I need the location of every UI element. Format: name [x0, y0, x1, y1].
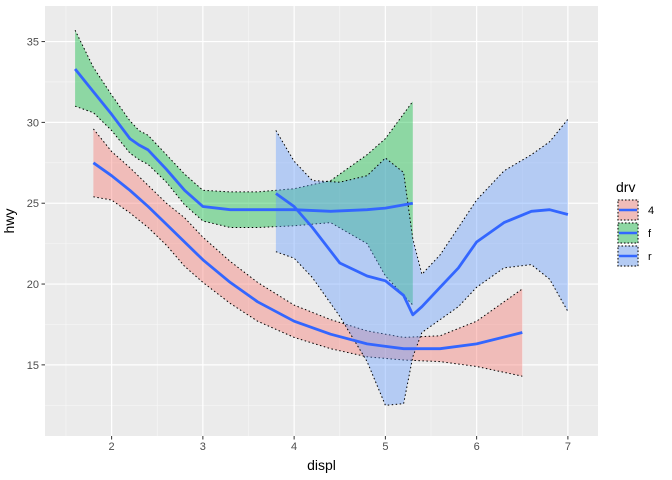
y-tick-label: 30: [27, 117, 39, 129]
x-tick-label: 5: [382, 441, 388, 453]
major-gridlines: [45, 6, 598, 436]
legend-label: r: [648, 251, 652, 263]
y-tick-label: 15: [27, 360, 39, 372]
smooth-line-4: [92, 161, 523, 351]
ribbon-upper-4: [93, 128, 523, 338]
x-tick-label: 7: [565, 441, 571, 453]
x-tick-label: 3: [200, 441, 206, 453]
y-axis: 15 20 25 30 35: [27, 37, 45, 372]
legend: drv 4 fr: [616, 179, 654, 267]
x-tick-label: 6: [474, 441, 480, 453]
smooth-line-r: [275, 192, 569, 317]
y-axis-title: hwy: [1, 209, 17, 234]
y-tick-label: 35: [27, 37, 39, 49]
ribbon-lower-4: [93, 196, 523, 377]
smooth-lines: [74, 68, 569, 351]
ribbon-r: [275, 119, 568, 406]
x-axis: 2 3 4 5 6 7: [109, 436, 571, 453]
ribbon-lower-f: [74, 105, 414, 306]
y-tick-label: 25: [27, 198, 39, 210]
x-axis-title: displ: [307, 457, 336, 473]
x-tick-label: 4: [291, 441, 297, 453]
legend-label: f: [648, 228, 652, 240]
legend-label: 4: [648, 205, 654, 217]
x-tick-label: 2: [109, 441, 115, 453]
smooth-line-f: [74, 68, 414, 213]
ribbon-lower-r: [275, 251, 569, 406]
ribbon-upper-r: [275, 118, 569, 276]
y-tick-label: 20: [27, 279, 39, 291]
minor-gridlines: [45, 6, 598, 436]
legend-title: drv: [616, 179, 635, 195]
